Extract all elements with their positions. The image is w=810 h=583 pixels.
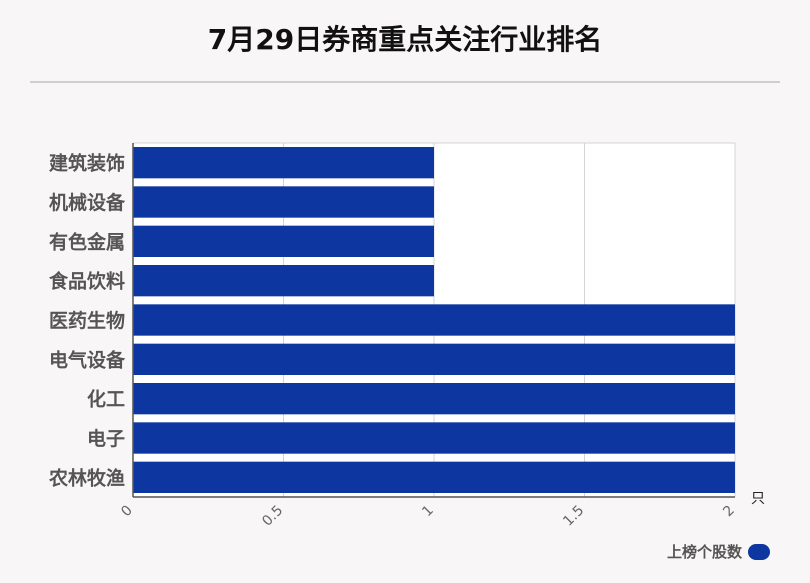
bar	[133, 422, 735, 454]
category-label: 农林牧渔	[48, 466, 125, 489]
bar	[133, 265, 434, 297]
category-label: 电子	[87, 427, 125, 450]
category-label: 建筑装饰	[49, 152, 125, 175]
category-label: 机械设备	[49, 191, 126, 214]
category-label: 化工	[87, 388, 125, 411]
bar	[133, 383, 735, 415]
bar	[133, 461, 735, 493]
bar	[133, 186, 434, 218]
bar	[133, 147, 434, 179]
category-label: 食品饮料	[49, 270, 125, 293]
legend-swatch	[748, 543, 770, 560]
bar	[133, 343, 735, 375]
x-tick-label: 1	[419, 503, 437, 521]
title-divider	[30, 81, 780, 83]
legend-label: 上榜个股数	[666, 543, 742, 561]
chart-title: 7月29日券商重点关注行业排名	[207, 23, 603, 56]
category-label: 有色金属	[49, 230, 125, 253]
category-label: 电气设备	[49, 348, 126, 371]
bar	[133, 304, 735, 336]
category-label: 医药生物	[49, 309, 125, 332]
x-tick-label: 0	[118, 503, 136, 521]
bar	[133, 225, 434, 257]
legend[interactable]: 上榜个股数	[667, 541, 770, 562]
x-tick-label: 2	[720, 503, 738, 521]
x-tick-label: 1.5	[560, 503, 587, 530]
x-tick-label: 0.5	[259, 503, 286, 530]
x-unit-label: 只	[751, 491, 765, 507]
